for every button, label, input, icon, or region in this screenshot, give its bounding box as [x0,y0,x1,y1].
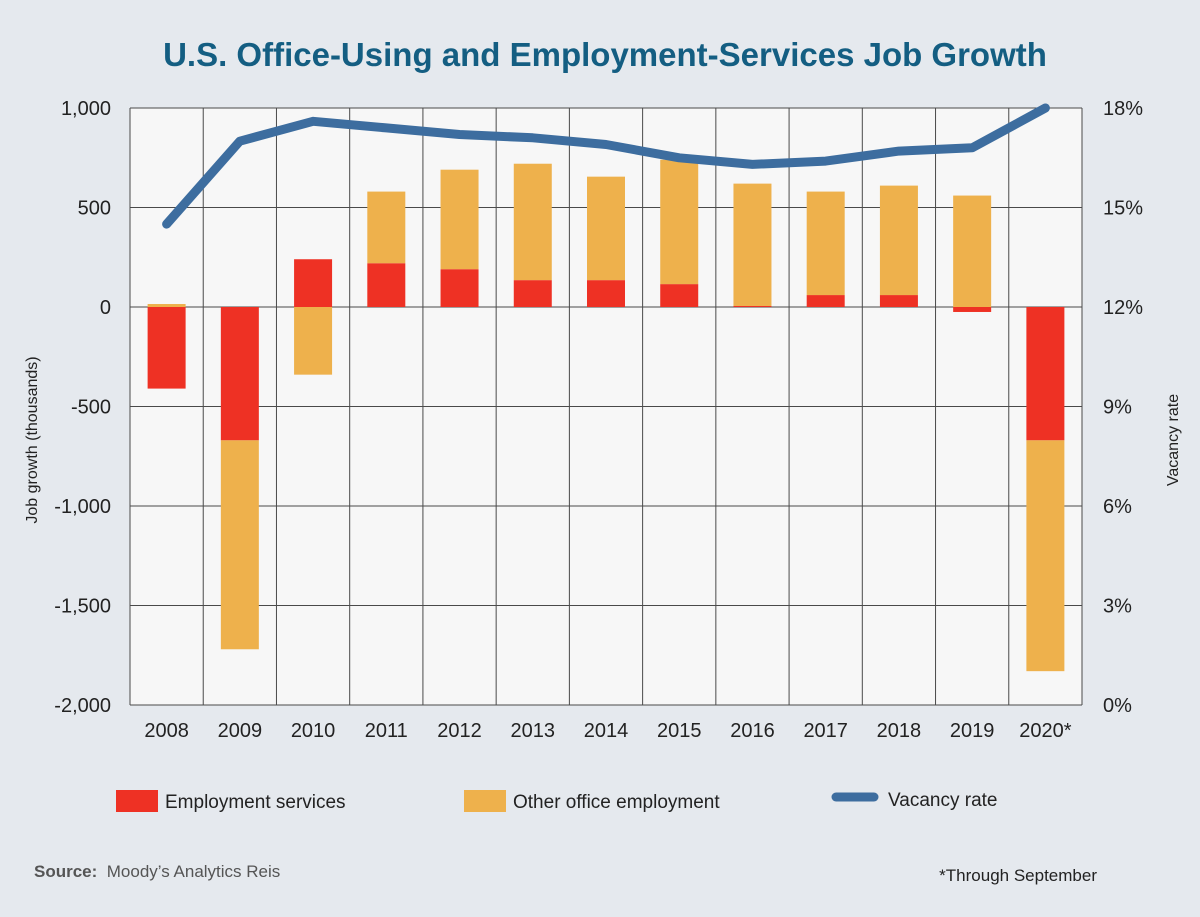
bar-employment-services-2015 [660,284,699,307]
y-tick-label: -1,000 [54,496,111,518]
bar-employment-services-2019 [953,307,992,312]
y2-axis-label: Vacancy rate [1165,394,1182,486]
y-axis-label: Job growth (thousands) [24,356,41,523]
x-tick-label: 2020* [1019,720,1071,742]
bar-layer [147,159,1065,672]
x-tick-label: 2019 [950,720,995,742]
chart-title: U.S. Office-Using and Employment-Service… [163,36,1047,73]
source-note: Source: Moody’s Analytics Reis [34,862,280,881]
x-tick-label: 2014 [584,720,629,742]
y-tick-label: 1,000 [61,98,111,120]
legend-swatch-employment-services [116,790,158,812]
bar-employment-services-2020 [1026,307,1065,441]
y2-tick-label: 6% [1103,496,1132,518]
bar-employment-services-2011 [367,263,406,307]
y-axis-right: 18% 15% 12% 9% 6% 3% 0% [1103,98,1143,717]
x-tick-label: 2017 [803,720,848,742]
x-tick-label: 2016 [730,720,775,742]
line-layer [162,103,1050,229]
bar-other-office-employment-2012 [440,169,479,270]
bar-other-office-employment-2009 [220,440,259,650]
legend-swatch-other-office-employment [464,790,506,812]
x-tick-label: 2008 [144,720,189,742]
x-tick-label: 2018 [877,720,922,742]
x-tick-label: 2011 [365,720,408,742]
bar-employment-services-2016 [733,306,772,307]
bar-other-office-employment-2011 [367,191,406,264]
bar-other-office-employment-2017 [806,191,845,296]
x-tick-label: 2010 [291,720,336,742]
footnote: *Through September [939,866,1097,885]
x-tick-label: 2009 [218,720,263,742]
bar-other-office-employment-2019 [953,195,992,307]
y-axis-left: 1,000 500 0 -500 -1,000 -1,500 -2,000 [54,98,111,717]
y-tick-label: 500 [78,198,111,220]
y-tick-label: 0 [100,297,111,319]
y-tick-label: -500 [71,397,111,419]
legend: Employment services Other office employm… [116,790,997,813]
y2-tick-label: 9% [1103,397,1132,419]
y2-tick-label: 3% [1103,596,1132,618]
bar-employment-services-2013 [513,280,552,307]
bar-other-office-employment-2018 [879,185,918,296]
bar-other-office-employment-2014 [587,176,625,281]
y-tick-label: -1,500 [54,596,111,618]
legend-label-employment-services: Employment services [165,792,346,813]
x-tick-label: 2013 [511,720,556,742]
bar-other-office-employment-2013 [513,163,552,281]
gridlines [129,107,1083,706]
bar-other-office-employment-2016 [733,183,772,307]
x-tick-label: 2012 [437,720,482,742]
bar-other-office-employment-2010 [294,307,333,375]
legend-label-other-office-employment: Other office employment [513,792,720,813]
bar-other-office-employment-2020 [1026,440,1065,672]
legend-label-vacancy-rate: Vacancy rate [888,790,997,811]
bar-other-office-employment-2015 [660,159,699,285]
bar-employment-services-2009 [220,307,259,441]
y2-tick-label: 15% [1103,198,1143,220]
bar-employment-services-2010 [294,259,333,307]
source-label: Source: [34,862,97,881]
bar-other-office-employment-2008 [147,304,186,307]
bar-employment-services-2014 [587,280,625,307]
x-tick-label: 2015 [657,720,702,742]
source-text: Moody’s Analytics Reis [107,862,281,881]
y2-tick-label: 0% [1103,695,1132,717]
bar-employment-services-2008 [147,307,186,389]
bar-employment-services-2018 [879,295,918,307]
y2-tick-label: 12% [1103,297,1143,319]
bar-employment-services-2017 [806,295,845,307]
y2-tick-label: 18% [1103,98,1143,120]
x-axis: 2008 2009 2010 2011 2012 2013 2014 2015 2016 2017… [144,720,1071,742]
y-tick-label: -2,000 [54,695,111,717]
bar-employment-services-2012 [440,269,479,307]
